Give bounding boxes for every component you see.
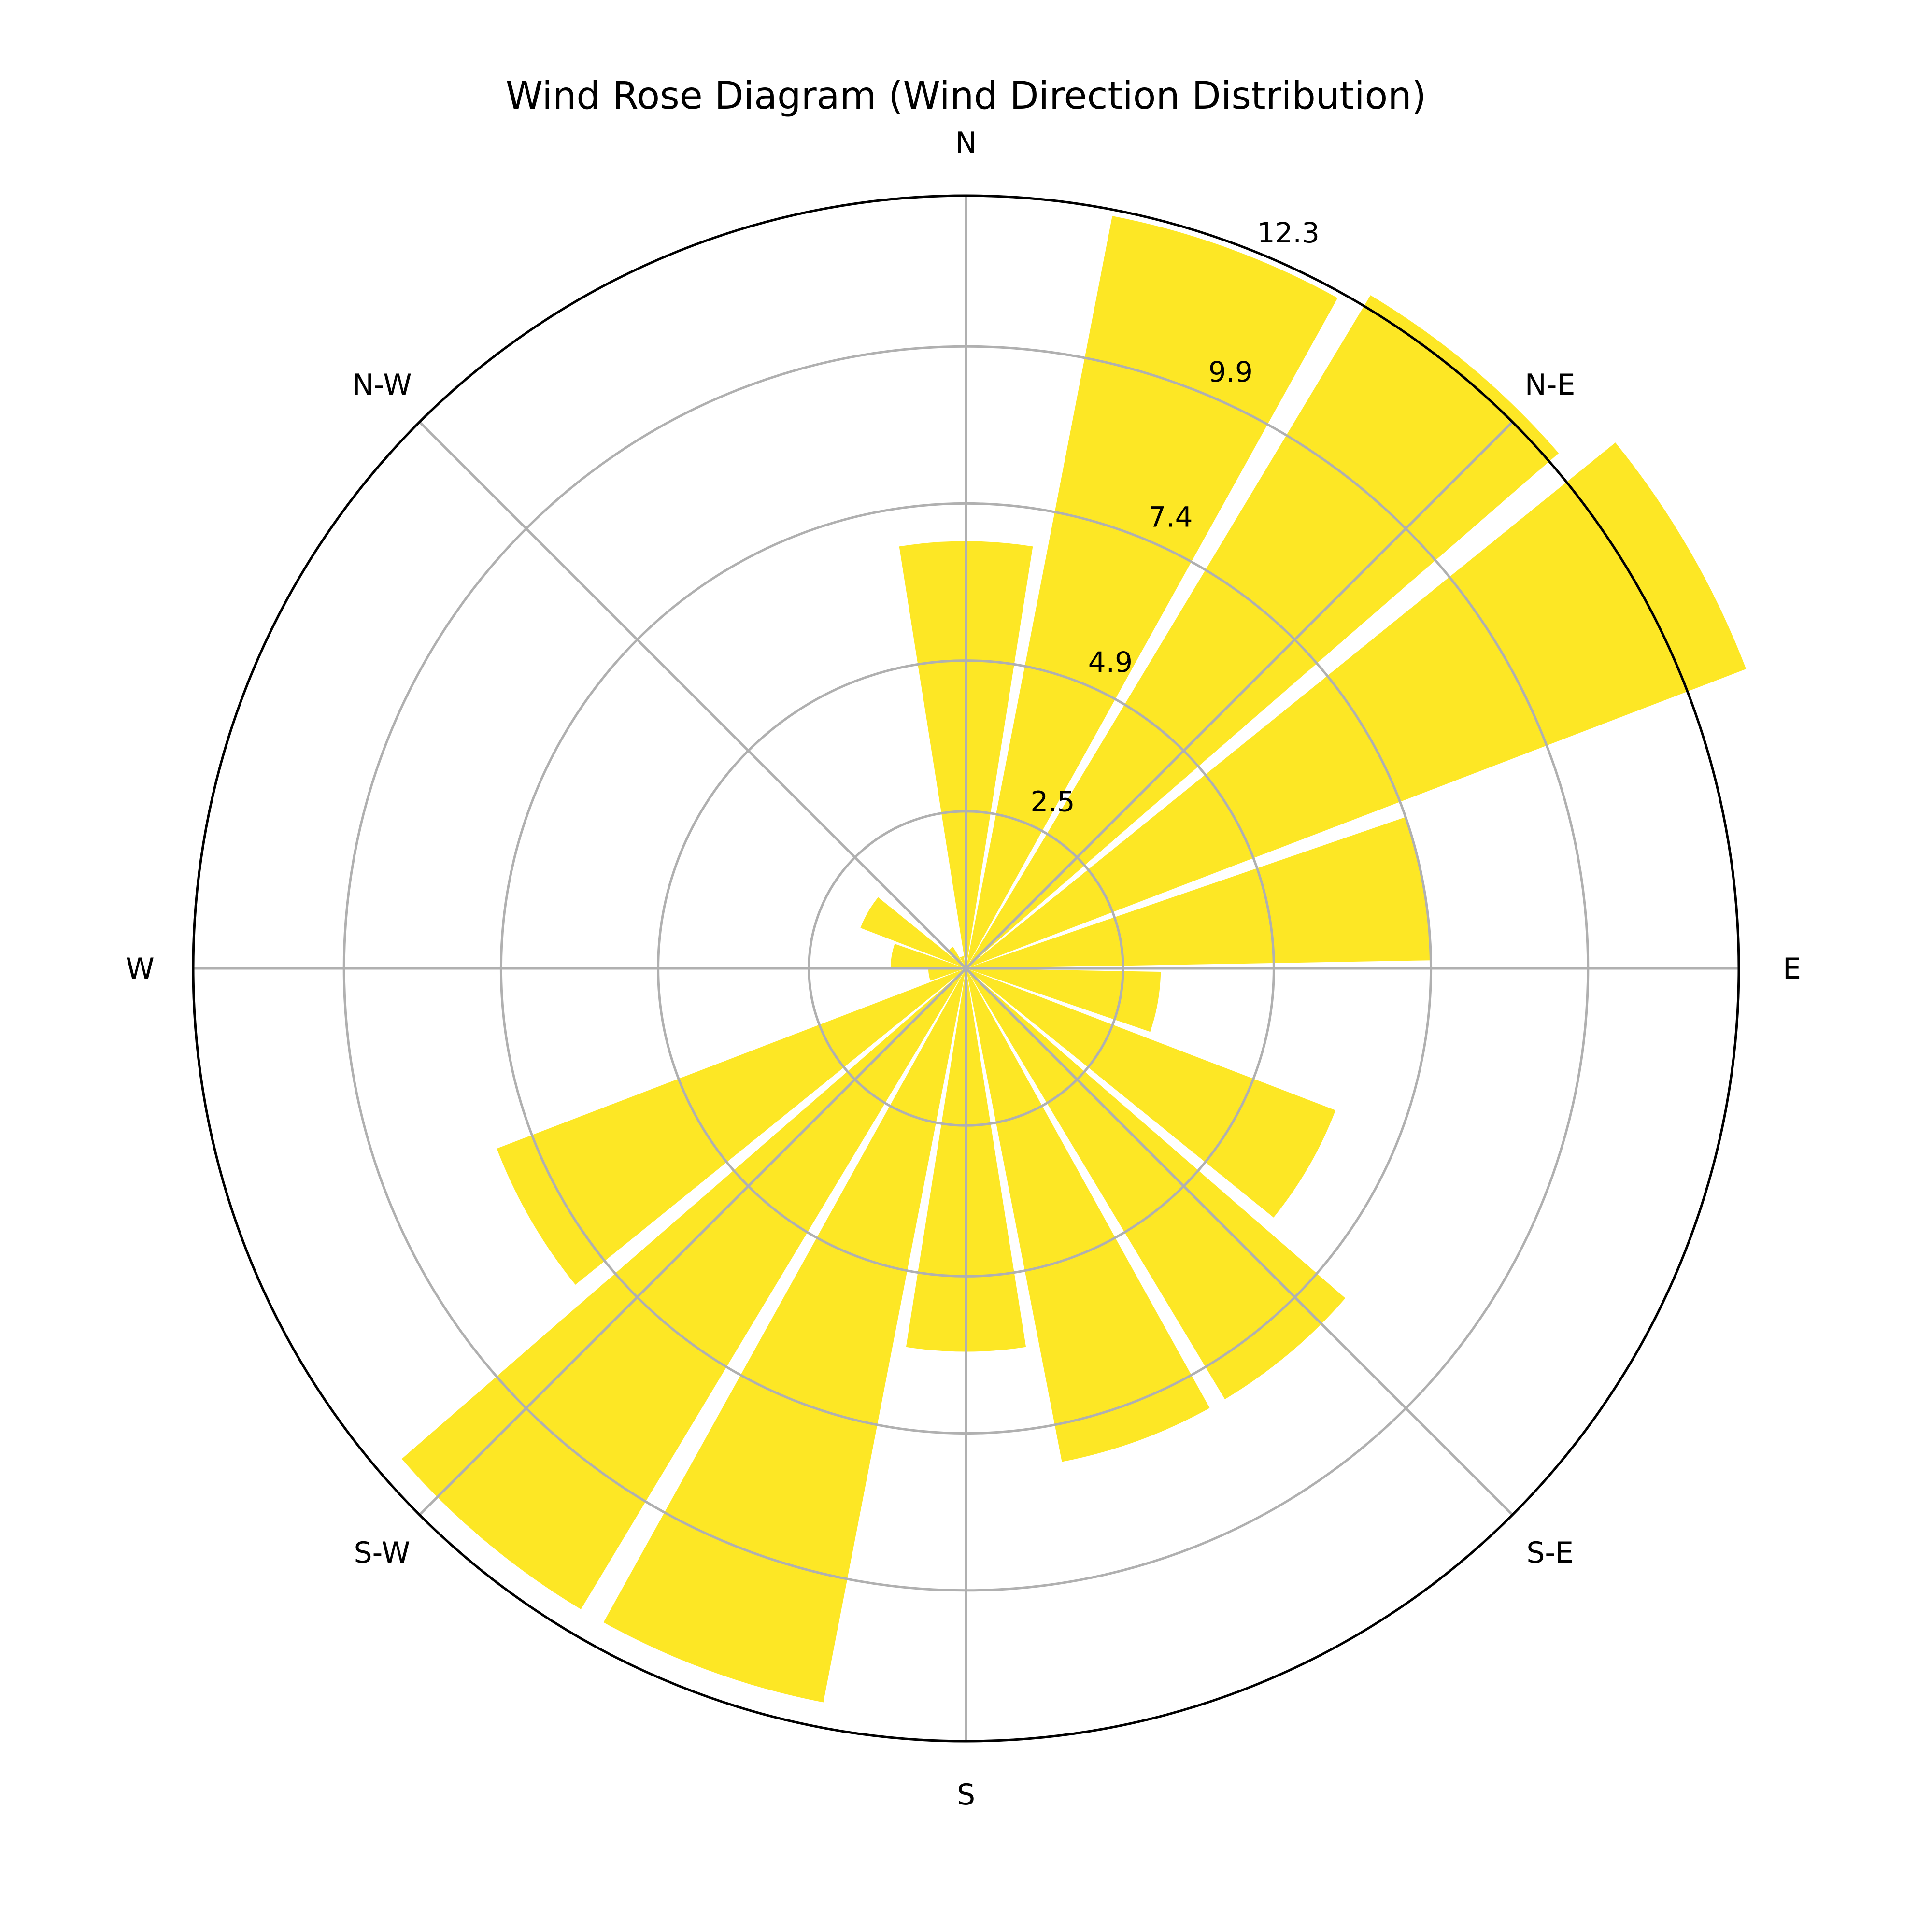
wind-bar-60 [966, 442, 1747, 968]
radial-tick-label: 9.9 [1208, 355, 1253, 388]
wind-bar-120 [966, 968, 1336, 1218]
ring-3 [342, 345, 1590, 1592]
direction-label-s: S [957, 1778, 975, 1812]
wind-bar-140 [966, 968, 1346, 1400]
ring-1 [657, 659, 1275, 1278]
wind-bar-300 [860, 897, 966, 968]
wind-bar-40 [966, 295, 1559, 968]
wind-bar-160 [966, 968, 1210, 1462]
spoke-n-w [418, 421, 967, 969]
wind-bar-260 [928, 968, 966, 981]
spoke-s-w [418, 967, 967, 1516]
direction-label-e: E [1783, 952, 1801, 986]
outer-ring [192, 194, 1740, 1743]
direction-label-w: W [126, 952, 154, 986]
direction-label-s-w: S-W [354, 1536, 411, 1570]
radial-tick-label: 12.3 [1257, 216, 1320, 249]
spoke-n-e [965, 421, 1514, 969]
wind-bar-240 [497, 968, 966, 1285]
radial-tick-label: 7.4 [1148, 501, 1193, 534]
wind-bar-220 [401, 968, 966, 1609]
wind-bar-200 [603, 968, 966, 1703]
ring-2 [499, 502, 1433, 1435]
bars-layer [401, 216, 1747, 1703]
wind-bar-80 [966, 817, 1431, 968]
chart-title: Wind Rose Diagram (Wind Direction Distri… [506, 74, 1426, 118]
direction-label-s-e: S-E [1526, 1536, 1574, 1570]
direction-label-n-w: N-W [352, 368, 412, 402]
radial-tick-label: 2.5 [1030, 785, 1075, 818]
ring-0 [808, 810, 1124, 1127]
wind-bar-100 [966, 968, 1161, 1032]
radial-tick-label: 4.9 [1088, 646, 1133, 679]
spoke-s-e [965, 967, 1514, 1516]
wind-bar-20 [966, 216, 1338, 968]
direction-label-n-e: N-E [1525, 368, 1575, 402]
wind-bar-280 [890, 944, 966, 968]
labels-layer: N N-E E S-E S S-W W N-W 2.5 4.9 7.4 9.9 12.3 [126, 126, 1801, 1812]
grid-layer [192, 194, 1740, 1743]
direction-label-n: N [955, 126, 977, 160]
